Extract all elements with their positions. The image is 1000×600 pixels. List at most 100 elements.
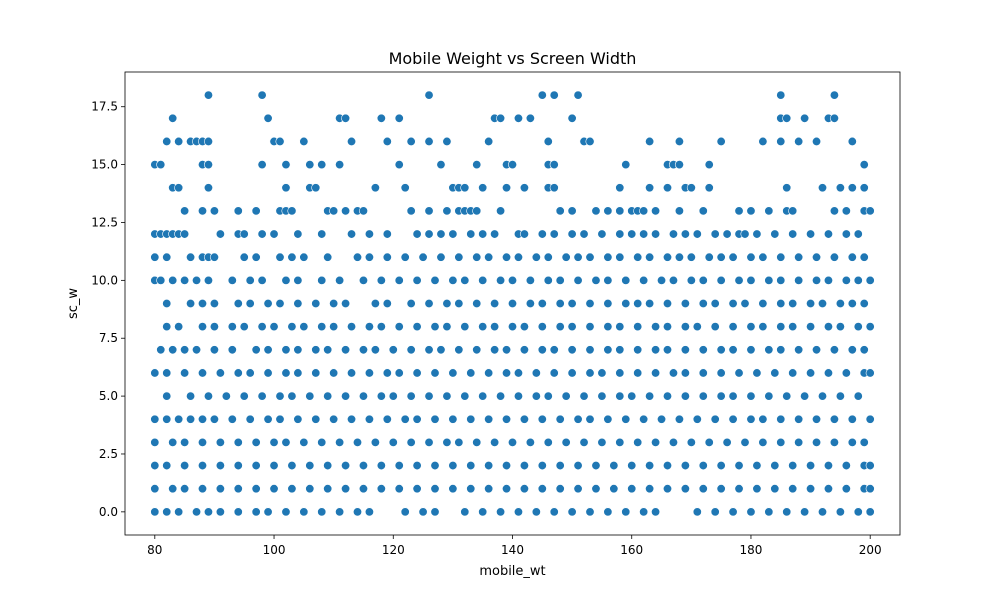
scatter-point [209,298,219,308]
scatter-point [442,322,452,332]
scatter-point [209,414,219,424]
scatter-point [698,368,708,378]
scatter-point [382,229,392,239]
scatter-point [430,322,440,332]
scatter-point [698,275,708,285]
scatter-point [591,206,601,216]
scatter-point [430,461,440,471]
scatter-point [424,391,434,401]
scatter-point [853,391,863,401]
scatter-point [740,229,750,239]
scatter-point [800,507,810,517]
scatter-point [275,298,285,308]
scatter-point [752,229,762,239]
scatter-point [311,298,321,308]
scatter-point [424,298,434,308]
scatter-point [859,345,869,355]
scatter-point [370,183,380,193]
scatter-point [776,90,786,100]
scatter-point [347,322,357,332]
scatter-point [203,136,213,146]
scatter-point [776,322,786,332]
scatter-point [263,345,273,355]
scatter-point [585,298,595,308]
scatter-point [162,252,172,262]
scatter-point [180,461,190,471]
scatter-point [358,275,368,285]
scatter-point [418,507,428,517]
x-tick-label: 140 [501,543,524,557]
scatter-point [806,461,816,471]
scatter-point [806,484,816,494]
scatter-point [615,322,625,332]
scatter-point [245,414,255,424]
scatter-point [513,113,523,123]
scatter-point [841,484,851,494]
scatter-point [823,322,833,332]
scatter-point [299,322,309,332]
scatter-point [490,345,500,355]
scatter-point [543,437,553,447]
scatter-point [829,345,839,355]
scatter-point [531,391,541,401]
scatter-point [615,183,625,193]
scatter-point [305,484,315,494]
scatter-point [537,298,547,308]
scatter-point [251,252,261,262]
scatter-point [162,368,172,378]
scatter-point [186,414,196,424]
scatter-point [424,437,434,447]
scatter-point [162,298,172,308]
scatter-point [513,507,523,517]
scatter-point [269,484,279,494]
scatter-point [251,507,261,517]
scatter-point [281,437,291,447]
scatter-point [180,484,190,494]
y-tick-label: 2.5 [99,447,118,461]
scatter-point [227,414,237,424]
scatter-point [704,183,714,193]
scatter-point [472,160,482,170]
scatter-point [555,298,565,308]
scatter-point [394,113,404,123]
scatter-point [680,484,690,494]
scatter-point [782,391,792,401]
scatter-point [430,275,440,285]
scatter-point [543,275,553,285]
scatter-point [317,275,327,285]
scatter-point [788,461,798,471]
scatter-point [603,298,613,308]
scatter-point [537,345,547,355]
scatter-point [537,484,547,494]
scatter-point [329,414,339,424]
scatter-point [299,252,309,262]
scatter-point [829,252,839,262]
scatter-point [382,298,392,308]
scatter-point [329,206,339,216]
scatter-point [794,414,804,424]
scatter-point [198,322,208,332]
scatter-point [394,322,404,332]
scatter-point [835,298,845,308]
scatter-point [794,275,804,285]
scatter-point [686,437,696,447]
scatter-point [603,275,613,285]
scatter-point [162,461,172,471]
scatter-point [585,414,595,424]
x-tick-label: 80 [147,543,162,557]
scatter-point [502,414,512,424]
scatter-point [770,484,780,494]
scatter-point [561,391,571,401]
scatter-point [728,298,738,308]
scatter-point [591,275,601,285]
scatter-point [829,113,839,123]
scatter-point [865,461,875,471]
scatter-point [150,437,160,447]
scatter-point [412,229,422,239]
scatter-point [227,322,237,332]
scatter-point [233,206,243,216]
scatter-point [436,229,446,239]
scatter-point [263,368,273,378]
scatter-point [454,298,464,308]
scatter-point [645,484,655,494]
